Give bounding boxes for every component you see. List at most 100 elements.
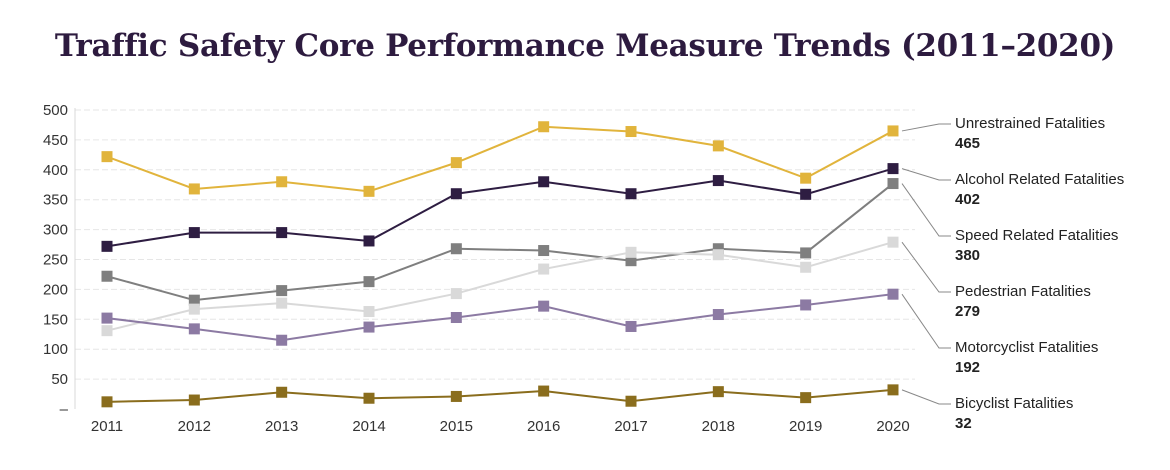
data-point	[363, 235, 375, 247]
series-speed-related-fatalities	[101, 178, 899, 306]
data-point	[450, 312, 462, 324]
data-point	[712, 140, 724, 152]
data-point	[363, 276, 375, 288]
legend-label: Motorcyclist Fatalities	[955, 339, 1098, 356]
legend-item: Bicyclist Fatalities 32	[901, 389, 1073, 432]
legend-item: Pedestrian Fatalities 279	[901, 241, 1091, 320]
series-line	[106, 293, 894, 342]
data-point	[276, 176, 288, 188]
series-pedestrian-fatalities	[101, 236, 899, 337]
x-tick-label: 2018	[702, 418, 735, 435]
data-point	[188, 394, 200, 406]
x-tick-label: 2013	[265, 418, 298, 435]
y-tick-label: 300	[43, 222, 68, 239]
legend-value: 32	[955, 415, 972, 432]
data-point	[101, 240, 113, 252]
x-tick-label: 2015	[440, 418, 473, 435]
data-point	[363, 185, 375, 197]
data-point	[800, 188, 812, 200]
data-point	[450, 288, 462, 300]
data-point	[625, 320, 637, 332]
data-point	[712, 249, 724, 261]
data-point	[538, 176, 550, 188]
data-point	[625, 255, 637, 267]
series-motorcyclist-fatalities	[101, 288, 899, 346]
series-line	[106, 388, 894, 403]
y-axis: – 50 100 150 200 250 300 350 400 450 500	[43, 102, 76, 418]
data-point	[101, 312, 113, 324]
series-line	[106, 167, 894, 248]
data-point	[538, 245, 550, 257]
data-point	[188, 294, 200, 306]
series-bicyclist-fatalities	[101, 384, 899, 408]
legend-value: 402	[955, 191, 980, 208]
data-point	[538, 263, 550, 275]
data-point	[800, 261, 812, 273]
series-alcohol-related-fatalities	[101, 163, 899, 252]
x-tick-label: 2011	[91, 418, 123, 435]
y-tick-label: 350	[43, 192, 68, 209]
data-point	[887, 288, 899, 300]
y-tick-label: 100	[43, 341, 68, 358]
series-line	[106, 241, 894, 332]
data-point	[450, 243, 462, 255]
data-point	[101, 396, 113, 408]
legend-label: Alcohol Related Fatalities	[955, 171, 1124, 188]
legend-connector	[901, 123, 951, 132]
data-point	[625, 246, 637, 258]
data-point	[188, 303, 200, 315]
data-point	[188, 183, 200, 195]
data-point	[800, 247, 812, 259]
data-point	[276, 386, 288, 398]
y-tick-label: 250	[43, 252, 68, 269]
data-point	[363, 392, 375, 404]
data-point	[538, 385, 550, 397]
legend-connector	[901, 293, 951, 349]
data-point	[188, 323, 200, 335]
data-point	[363, 321, 375, 333]
x-axis: 2011 2012 2013 2014 2015 2016 2017 2018 2019 2020	[91, 418, 910, 435]
legend-value: 465	[955, 135, 980, 152]
data-point	[712, 175, 724, 187]
y-tick-label: 150	[43, 311, 68, 328]
gridlines	[75, 109, 915, 380]
legend-value: 380	[955, 247, 980, 264]
x-tick-label: 2020	[876, 418, 909, 435]
data-point	[276, 334, 288, 346]
legend-label: Bicyclist Fatalities	[955, 395, 1073, 412]
data-point	[887, 178, 899, 190]
y-tick-label: 400	[43, 162, 68, 179]
data-point	[276, 297, 288, 309]
legend-connector	[901, 241, 951, 293]
legend-value: 192	[955, 359, 980, 376]
y-tick-label: 50	[51, 371, 68, 388]
x-tick-label: 2016	[527, 418, 560, 435]
data-point	[101, 151, 113, 163]
data-point	[625, 395, 637, 407]
series-line	[106, 125, 894, 193]
legend-label: Pedestrian Fatalities	[955, 283, 1091, 300]
data-point	[101, 270, 113, 282]
legend-value: 279	[955, 303, 980, 320]
data-point	[712, 386, 724, 398]
legend: Unrestrained Fatalities 465 Alcohol Relate…	[901, 115, 1124, 432]
data-point	[887, 384, 899, 396]
y-tick-label: –	[60, 401, 69, 418]
data-point	[276, 285, 288, 297]
x-tick-label: 2014	[352, 418, 385, 435]
legend-item: Speed Related Fatalities 380	[901, 183, 1118, 264]
data-point	[101, 325, 113, 337]
x-tick-label: 2012	[178, 418, 211, 435]
data-point	[276, 227, 288, 239]
legend-label: Unrestrained Fatalities	[955, 115, 1105, 132]
data-point	[712, 309, 724, 321]
data-point	[625, 188, 637, 200]
data-point	[712, 243, 724, 255]
series-unrestrained-fatalities	[101, 121, 899, 197]
series-lines	[101, 121, 899, 408]
data-point	[800, 299, 812, 311]
x-tick-label: 2019	[789, 418, 822, 435]
y-tick-label: 450	[43, 132, 68, 149]
